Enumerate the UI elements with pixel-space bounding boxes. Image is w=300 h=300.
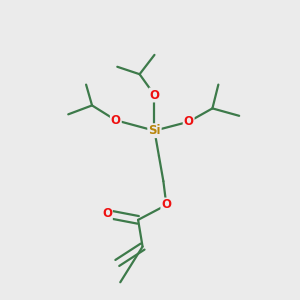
Text: O: O bbox=[184, 115, 194, 128]
Text: O: O bbox=[149, 88, 160, 101]
Text: O: O bbox=[111, 114, 121, 127]
Text: O: O bbox=[161, 199, 171, 212]
Text: Si: Si bbox=[148, 124, 161, 137]
Text: O: O bbox=[102, 207, 112, 220]
